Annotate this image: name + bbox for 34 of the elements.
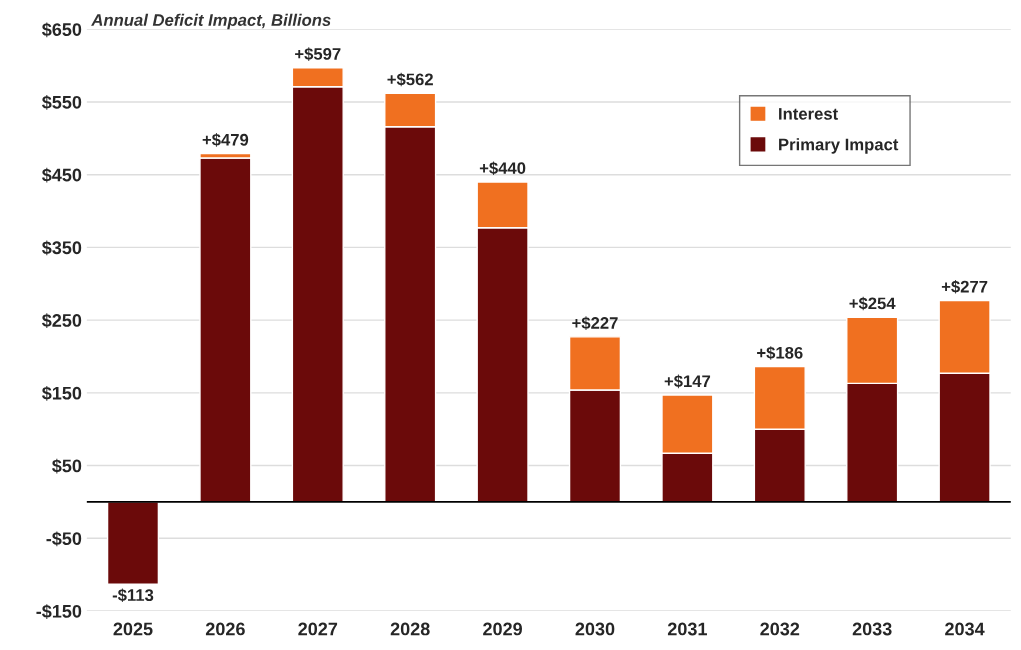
total-label: +$562: [387, 72, 433, 87]
x-tick-label: 2032: [760, 622, 800, 636]
total-label: -$113: [112, 588, 154, 603]
total-label: +$254: [849, 296, 896, 311]
y-tick-label: $650: [42, 22, 82, 38]
x-tick-label: 2034: [945, 622, 985, 636]
x-tick-label: 2026: [205, 622, 245, 636]
x-tick-label: 2030: [575, 622, 615, 636]
legend-label: Primary Impact: [779, 138, 899, 154]
bar: [106, 501, 160, 585]
total-label: +$277: [941, 280, 988, 294]
y-tick-label: -$50: [46, 531, 82, 547]
x-tick-label: 2028: [390, 622, 430, 636]
y-tick-label: $50: [52, 458, 82, 474]
total-label: +$227: [572, 316, 618, 330]
x-tick-label: 2033: [852, 622, 892, 636]
x-tick-label: 2029: [483, 622, 522, 636]
y-tick-label: $450: [42, 167, 82, 183]
chart-title: Annual Deficit Impact, Billions: [91, 13, 331, 30]
x-tick-label: 2031: [667, 622, 707, 636]
y-tick-label: -$150: [36, 604, 82, 619]
y-tick-label: $150: [42, 385, 82, 401]
total-label: +$440: [479, 161, 526, 176]
total-label: +$479: [202, 133, 249, 147]
total-label: +$147: [664, 374, 711, 389]
total-label: +$597: [295, 47, 341, 61]
x-tick-label: 2025: [113, 622, 153, 636]
y-tick-label: $250: [42, 313, 82, 329]
total-label: +$186: [757, 346, 803, 360]
bar: [199, 157, 252, 503]
y-tick-label: $350: [42, 240, 82, 256]
y-tick-label: $550: [42, 95, 82, 110]
legend-label: Interest: [779, 108, 838, 120]
x-tick-label: 2027: [298, 622, 338, 636]
